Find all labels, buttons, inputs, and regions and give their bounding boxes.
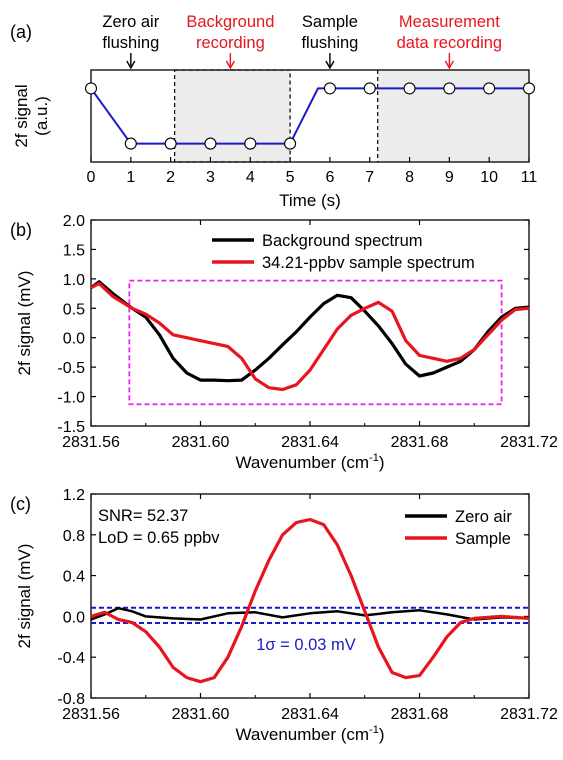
y-tick-label: 0.8 bbox=[63, 528, 85, 545]
x-axis-label: Time (s) bbox=[279, 191, 341, 210]
series-marker bbox=[363, 82, 376, 95]
x-tick-label: 3 bbox=[206, 169, 215, 186]
shaded-region bbox=[174, 70, 291, 162]
x-tick-label: 9 bbox=[445, 169, 454, 186]
annotation-arrowhead bbox=[126, 60, 136, 70]
series-marker bbox=[164, 137, 177, 150]
highlight-box bbox=[128, 279, 503, 406]
y-tick-label: 0.4 bbox=[63, 569, 85, 586]
y-tick-label: 2.0 bbox=[63, 213, 85, 230]
annotation-text: Measurement bbox=[399, 13, 500, 31]
annotation-arrowhead bbox=[444, 60, 454, 70]
series-marker bbox=[443, 82, 456, 95]
annotation-text: Zero air bbox=[102, 13, 159, 31]
x-tick-label: 2831.68 bbox=[391, 434, 449, 451]
annotation-text: Sample bbox=[302, 13, 358, 31]
annotation-arrowhead bbox=[225, 60, 235, 70]
x-tick-label: 5 bbox=[286, 169, 295, 186]
x-tick-label: 2 bbox=[166, 169, 175, 186]
y-tick-label: 0.5 bbox=[63, 301, 85, 318]
annotation-text: flushing bbox=[301, 34, 358, 52]
x-tick-label: 2831.60 bbox=[172, 706, 230, 723]
annotation-text: flushing bbox=[102, 34, 159, 52]
y-tick-label: 0.0 bbox=[63, 609, 85, 626]
x-tick-label: 2831.72 bbox=[500, 434, 558, 451]
panel-label: (b) bbox=[10, 220, 32, 240]
x-tick-label: 2831.68 bbox=[391, 706, 449, 723]
x-tick-label: 10 bbox=[480, 169, 498, 186]
series-line bbox=[90, 517, 530, 684]
series-line bbox=[90, 282, 530, 392]
x-tick-label: 2831.60 bbox=[172, 434, 230, 451]
y-axis-label: 2f signal (mV) bbox=[15, 271, 34, 376]
series-marker bbox=[483, 82, 496, 95]
x-tick-label: 2831.64 bbox=[281, 706, 339, 723]
series-marker bbox=[244, 137, 257, 150]
x-axis-label: Wavenumber (cm-1) bbox=[236, 724, 385, 744]
legend-label: Background spectrum bbox=[262, 232, 423, 250]
series-marker bbox=[284, 137, 297, 150]
lod-text: LoD = 0.65 ppbv bbox=[98, 529, 220, 547]
x-tick-label: 2831.56 bbox=[62, 706, 120, 723]
y-axis-label: (a.u.) bbox=[32, 96, 51, 136]
y-tick-label: -0.5 bbox=[57, 360, 85, 377]
x-tick-label: 0 bbox=[87, 169, 96, 186]
shaded-region bbox=[377, 70, 529, 162]
series-line bbox=[90, 280, 530, 383]
legend-label: 34.21-ppbv sample spectrum bbox=[262, 254, 475, 272]
annotation-text: data recording bbox=[397, 34, 503, 52]
panel-label: (c) bbox=[10, 494, 31, 514]
y-tick-label: -0.4 bbox=[57, 650, 85, 667]
legend-label: Zero air bbox=[455, 508, 512, 526]
sigma-label: 1σ = 0.03 mV bbox=[256, 636, 356, 654]
y-tick-label: 0.0 bbox=[63, 331, 85, 348]
annotation-arrowhead bbox=[325, 60, 335, 70]
axes-frame bbox=[90, 69, 530, 163]
y-tick-label: 1.0 bbox=[63, 272, 85, 289]
x-axis-label: Wavenumber (cm-1) bbox=[236, 452, 385, 472]
y-axis-label: 2f signal bbox=[12, 84, 31, 147]
x-tick-label: 2831.72 bbox=[500, 706, 558, 723]
series-marker bbox=[84, 82, 98, 95]
annotation-text: Background bbox=[186, 13, 274, 31]
series-marker bbox=[522, 82, 536, 95]
series-marker bbox=[403, 82, 416, 95]
x-tick-label: 11 bbox=[521, 169, 538, 186]
y-tick-label: -1.5 bbox=[57, 419, 85, 436]
x-tick-label: 4 bbox=[246, 169, 255, 186]
y-tick-label: 1.5 bbox=[63, 242, 85, 259]
y-axis-label: 2f signal (mV) bbox=[15, 544, 34, 649]
x-tick-label: 7 bbox=[365, 169, 374, 186]
y-tick-label: -0.8 bbox=[57, 691, 85, 708]
x-tick-label: 8 bbox=[405, 169, 414, 186]
annotation-text: recording bbox=[196, 34, 265, 52]
x-tick-label: 6 bbox=[325, 169, 334, 186]
series-marker bbox=[323, 82, 336, 95]
snr-text: SNR= 52.37 bbox=[98, 507, 188, 525]
panel-label: (a) bbox=[10, 22, 32, 42]
series-marker bbox=[204, 137, 217, 150]
y-tick-label: -1.0 bbox=[57, 390, 85, 407]
series-marker bbox=[124, 137, 137, 150]
x-tick-label: 2831.64 bbox=[281, 434, 339, 451]
y-tick-label: 1.2 bbox=[63, 487, 85, 504]
legend-label: Sample bbox=[455, 530, 511, 548]
x-tick-label: 2831.56 bbox=[62, 434, 120, 451]
x-tick-label: 1 bbox=[126, 169, 135, 186]
series-line bbox=[90, 606, 530, 621]
